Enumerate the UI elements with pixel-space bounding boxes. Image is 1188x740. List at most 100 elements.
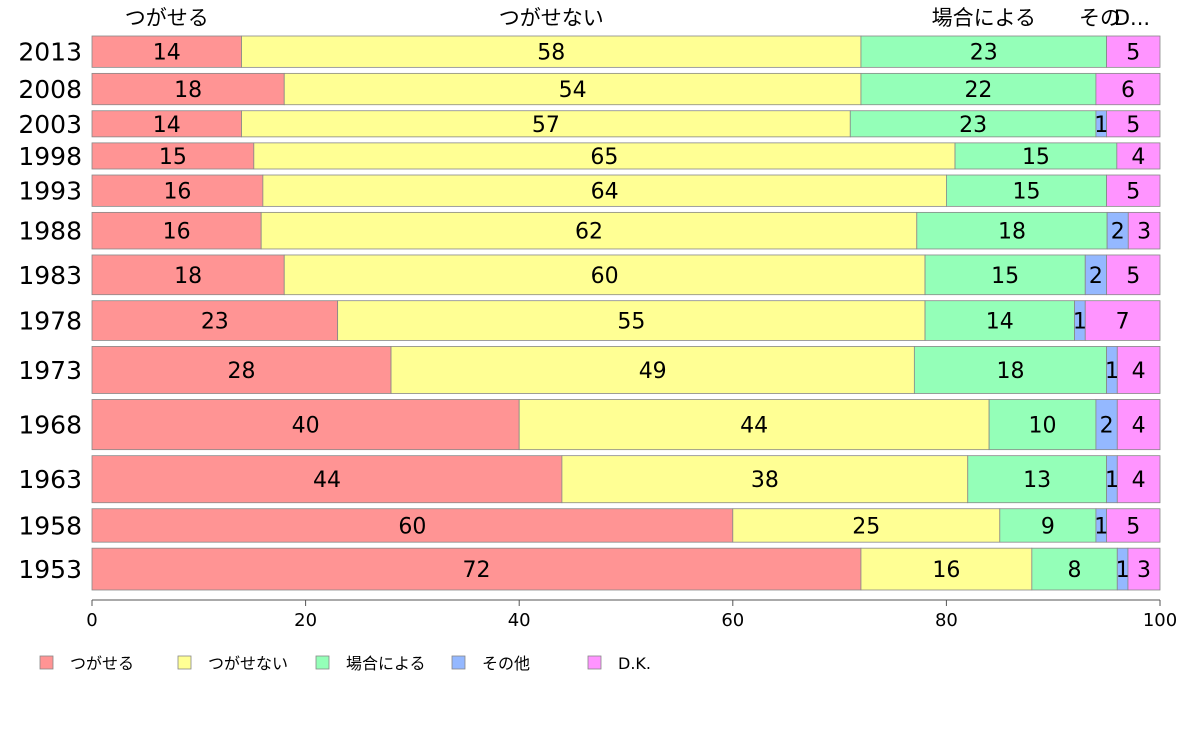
bar-segment bbox=[860, 72, 1097, 106]
data-label: 13 bbox=[1023, 468, 1051, 493]
data-label: 18 bbox=[998, 220, 1026, 245]
bar-segment bbox=[91, 142, 255, 170]
data-label: 15 bbox=[991, 264, 1019, 289]
x-tick-label: 0 bbox=[86, 610, 97, 631]
bar-segment bbox=[91, 346, 392, 394]
bar-segment bbox=[253, 142, 956, 170]
bar-segment bbox=[91, 35, 242, 68]
year-label: 1968 bbox=[18, 411, 82, 440]
bar-segment bbox=[1116, 399, 1161, 451]
top-series-labels-layer: つがせる つがせない 場合による そのD... bbox=[125, 6, 1150, 30]
legend-label: D.K. bbox=[618, 654, 651, 673]
bar-segment bbox=[91, 508, 734, 543]
legend-swatch bbox=[315, 655, 330, 670]
data-label: 7 bbox=[1116, 310, 1130, 335]
bar-segment bbox=[91, 399, 520, 451]
data-label: 72 bbox=[462, 558, 490, 583]
bar-segment bbox=[924, 254, 1086, 296]
data-label: 4 bbox=[1132, 414, 1146, 439]
year-label: 2008 bbox=[18, 75, 82, 104]
year-label: 1988 bbox=[18, 217, 82, 246]
bar-segment bbox=[1106, 35, 1161, 68]
bar-segment bbox=[1106, 110, 1161, 138]
year-label: 2003 bbox=[18, 110, 82, 139]
bar-segment bbox=[390, 346, 915, 394]
bar-segment bbox=[946, 174, 1108, 207]
data-label: 16 bbox=[163, 220, 191, 245]
legend-swatch bbox=[451, 655, 466, 670]
bar-segment bbox=[999, 508, 1097, 543]
bar-segment bbox=[1127, 211, 1161, 250]
data-label: 1 bbox=[1116, 558, 1130, 583]
bar-segment bbox=[91, 72, 285, 106]
data-label: 1 bbox=[1073, 310, 1087, 335]
year-label: 1998 bbox=[18, 142, 82, 171]
data-label: 5 bbox=[1126, 41, 1140, 66]
series-top-label: つがせない bbox=[499, 6, 604, 30]
legend-label: つがせない bbox=[208, 654, 288, 673]
legend-swatch bbox=[177, 655, 192, 670]
data-label: 6 bbox=[1121, 78, 1135, 103]
bar-segment bbox=[1084, 300, 1161, 341]
data-label: 1 bbox=[1094, 514, 1108, 539]
bar-segment bbox=[988, 399, 1097, 451]
series-top-label: つがせる bbox=[125, 6, 209, 30]
data-label: 55 bbox=[617, 310, 645, 335]
bar-segment bbox=[518, 399, 990, 451]
bar-segment bbox=[91, 110, 242, 138]
x-tick-label: 80 bbox=[935, 610, 958, 631]
year-label: 1973 bbox=[18, 356, 82, 385]
bar-segment bbox=[91, 455, 563, 504]
bar-segment bbox=[954, 142, 1118, 170]
data-label: 10 bbox=[1029, 414, 1057, 439]
data-label: 23 bbox=[201, 310, 229, 335]
data-label: 60 bbox=[398, 514, 426, 539]
year-label: 1963 bbox=[18, 465, 82, 494]
bar-segment bbox=[260, 211, 918, 250]
data-label: 22 bbox=[964, 78, 992, 103]
legend-label: つがせる bbox=[70, 654, 134, 673]
x-tick-label: 60 bbox=[721, 610, 744, 631]
legend-label: 場合による bbox=[346, 654, 426, 673]
data-label: 23 bbox=[970, 41, 998, 66]
data-label: 54 bbox=[559, 78, 587, 103]
data-label: 25 bbox=[852, 514, 880, 539]
data-label: 2 bbox=[1111, 220, 1125, 245]
data-label: 16 bbox=[163, 180, 191, 205]
bar-segment bbox=[262, 174, 947, 207]
x-tick-label: 20 bbox=[294, 610, 317, 631]
data-label: 64 bbox=[591, 180, 619, 205]
data-label: 49 bbox=[639, 359, 667, 384]
data-label: 2 bbox=[1089, 264, 1103, 289]
series-top-label: その bbox=[1079, 6, 1121, 30]
bar-segment bbox=[1116, 142, 1161, 170]
data-label: 4 bbox=[1132, 359, 1146, 384]
data-label: 8 bbox=[1068, 558, 1082, 583]
data-label: 60 bbox=[591, 264, 619, 289]
data-label: 4 bbox=[1132, 468, 1146, 493]
bar-segment bbox=[1116, 455, 1161, 504]
data-label: 62 bbox=[575, 220, 603, 245]
data-label: 44 bbox=[313, 468, 341, 493]
data-label: 5 bbox=[1126, 264, 1140, 289]
data-label: 14 bbox=[153, 41, 181, 66]
data-label: 5 bbox=[1126, 514, 1140, 539]
legend-swatch bbox=[39, 655, 54, 670]
bar-segment bbox=[337, 300, 926, 341]
year-label: 1993 bbox=[18, 177, 82, 206]
bar-segment bbox=[924, 300, 1075, 341]
data-label: 18 bbox=[174, 264, 202, 289]
data-label: 15 bbox=[159, 145, 187, 170]
bar-segment bbox=[1106, 508, 1161, 543]
bar-segment bbox=[1116, 346, 1161, 394]
data-label: 1 bbox=[1105, 359, 1119, 384]
bar-segment bbox=[241, 110, 851, 138]
bar-segment bbox=[561, 455, 969, 504]
data-label: 23 bbox=[959, 113, 987, 138]
data-label: 40 bbox=[292, 414, 320, 439]
bar-segment bbox=[283, 72, 862, 106]
data-label: 58 bbox=[537, 41, 565, 66]
bars-layer bbox=[91, 35, 1161, 591]
data-label: 16 bbox=[932, 558, 960, 583]
